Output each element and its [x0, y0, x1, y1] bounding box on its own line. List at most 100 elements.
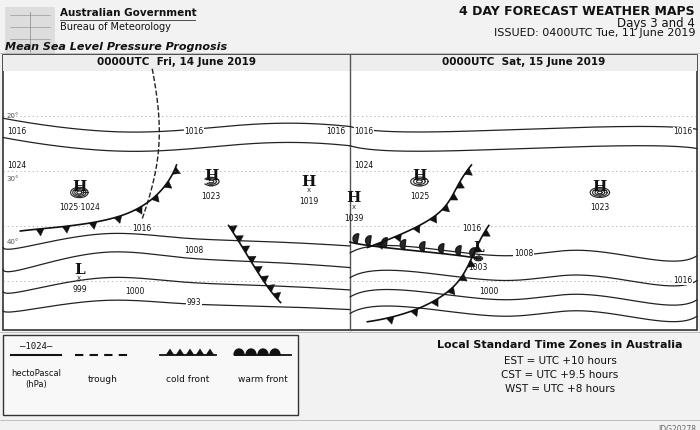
Polygon shape: [447, 287, 455, 295]
Text: 1039: 1039: [344, 214, 363, 223]
Polygon shape: [235, 236, 244, 243]
Polygon shape: [273, 292, 281, 300]
Polygon shape: [411, 309, 418, 316]
Text: L: L: [473, 240, 484, 255]
Polygon shape: [166, 349, 174, 355]
Polygon shape: [456, 246, 461, 256]
Text: L: L: [74, 262, 85, 276]
Polygon shape: [413, 225, 420, 233]
Text: hectoPascal: hectoPascal: [11, 369, 61, 378]
Text: x: x: [351, 204, 356, 210]
Bar: [5, 7, 55, 55]
Text: H: H: [72, 180, 87, 194]
Text: 20°: 20°: [6, 113, 19, 119]
Polygon shape: [135, 206, 142, 214]
Polygon shape: [431, 298, 438, 307]
Text: 1016: 1016: [184, 128, 204, 136]
Polygon shape: [206, 349, 214, 355]
Text: 999: 999: [72, 286, 87, 295]
Text: 0000UTC  Fri, 14 June 2019: 0000UTC Fri, 14 June 2019: [97, 57, 256, 67]
Text: 1016: 1016: [7, 128, 27, 136]
Polygon shape: [430, 215, 437, 223]
Text: CST = UTC +9.5 hours: CST = UTC +9.5 hours: [501, 370, 619, 380]
Polygon shape: [270, 349, 280, 355]
Text: 1008: 1008: [184, 246, 204, 255]
Text: Bureau of Meteorology: Bureau of Meteorology: [60, 22, 171, 32]
Bar: [3, 335, 298, 415]
Text: —1024—: —1024—: [20, 342, 52, 351]
Polygon shape: [442, 204, 449, 212]
Text: x: x: [307, 187, 310, 194]
Text: x: x: [476, 254, 480, 259]
Text: 1025: 1025: [410, 192, 429, 201]
Text: 1019: 1019: [299, 197, 318, 206]
Polygon shape: [234, 349, 244, 355]
Text: 1016: 1016: [462, 224, 481, 233]
Text: x: x: [77, 193, 81, 199]
Polygon shape: [246, 349, 256, 355]
Text: 1000: 1000: [125, 287, 144, 296]
Text: 1023: 1023: [590, 203, 610, 212]
Text: trough: trough: [88, 375, 118, 384]
Polygon shape: [258, 349, 268, 355]
Text: x: x: [77, 276, 81, 282]
Polygon shape: [229, 226, 237, 233]
Polygon shape: [400, 240, 406, 250]
Text: ISSUED: 0400UTC Tue, 11 June 2019: ISSUED: 0400UTC Tue, 11 June 2019: [494, 28, 695, 38]
Polygon shape: [394, 234, 401, 242]
Polygon shape: [151, 194, 159, 202]
Polygon shape: [464, 168, 473, 175]
Text: Australian Government: Australian Government: [60, 8, 197, 18]
Text: 30°: 30°: [6, 176, 19, 182]
Polygon shape: [114, 215, 122, 224]
Text: H: H: [593, 180, 607, 194]
Text: H: H: [412, 169, 426, 183]
Polygon shape: [196, 349, 204, 355]
Text: Days 3 and 4: Days 3 and 4: [617, 17, 695, 30]
Polygon shape: [36, 228, 44, 236]
Text: Mean Sea Level Pressure Prognosis: Mean Sea Level Pressure Prognosis: [5, 42, 227, 52]
Text: 1000: 1000: [479, 287, 498, 296]
Text: IDG20278: IDG20278: [658, 425, 696, 430]
Polygon shape: [267, 285, 274, 292]
Polygon shape: [456, 181, 464, 188]
Polygon shape: [450, 193, 458, 200]
Text: 1016: 1016: [673, 128, 693, 136]
Polygon shape: [382, 238, 387, 248]
Bar: [350, 55, 697, 71]
Polygon shape: [62, 226, 70, 233]
Text: (hPa): (hPa): [25, 381, 47, 390]
Polygon shape: [176, 349, 184, 355]
Text: Local Standard Time Zones in Australia: Local Standard Time Zones in Australia: [438, 340, 682, 350]
Text: 1024: 1024: [7, 160, 27, 169]
Polygon shape: [438, 244, 444, 254]
Text: 1023: 1023: [202, 192, 220, 201]
Bar: [3, 55, 697, 330]
Text: 1016: 1016: [673, 276, 693, 285]
Polygon shape: [386, 316, 394, 324]
Text: 1025·1024: 1025·1024: [59, 203, 100, 212]
Polygon shape: [365, 236, 371, 246]
Polygon shape: [459, 274, 467, 281]
Polygon shape: [241, 246, 250, 253]
Text: 1016: 1016: [326, 128, 346, 136]
Text: x: x: [209, 182, 214, 188]
Text: warm front: warm front: [238, 375, 288, 384]
Polygon shape: [468, 260, 475, 267]
Text: x: x: [417, 182, 421, 188]
Text: EST = UTC +10 hours: EST = UTC +10 hours: [503, 356, 617, 366]
Bar: [3, 55, 350, 71]
Polygon shape: [260, 276, 269, 283]
Text: 1016: 1016: [132, 224, 151, 233]
Text: H: H: [301, 175, 316, 188]
Text: H: H: [204, 169, 218, 183]
Text: x: x: [598, 193, 602, 199]
Polygon shape: [419, 242, 425, 252]
Text: 1016: 1016: [354, 128, 374, 136]
Polygon shape: [353, 234, 359, 244]
Polygon shape: [482, 229, 490, 236]
Polygon shape: [164, 181, 172, 188]
Text: 4 DAY FORECAST WEATHER MAPS: 4 DAY FORECAST WEATHER MAPS: [459, 5, 695, 18]
Text: WST = UTC +8 hours: WST = UTC +8 hours: [505, 384, 615, 394]
Polygon shape: [172, 167, 181, 174]
